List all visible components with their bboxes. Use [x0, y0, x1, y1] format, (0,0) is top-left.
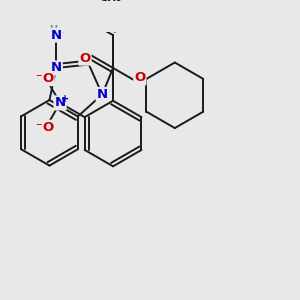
Text: ⁻: ⁻ [35, 121, 42, 134]
Text: N: N [97, 88, 108, 101]
Text: ⁻: ⁻ [35, 72, 42, 85]
Text: N: N [55, 96, 66, 110]
Text: +: + [61, 94, 69, 104]
Text: O: O [134, 71, 146, 84]
Text: N: N [51, 29, 62, 42]
Text: O: O [42, 72, 54, 85]
Text: H: H [49, 25, 57, 35]
Text: O: O [42, 121, 54, 134]
Text: O: O [79, 52, 91, 64]
Text: N: N [51, 61, 62, 74]
Text: CH₃: CH₃ [100, 0, 122, 3]
